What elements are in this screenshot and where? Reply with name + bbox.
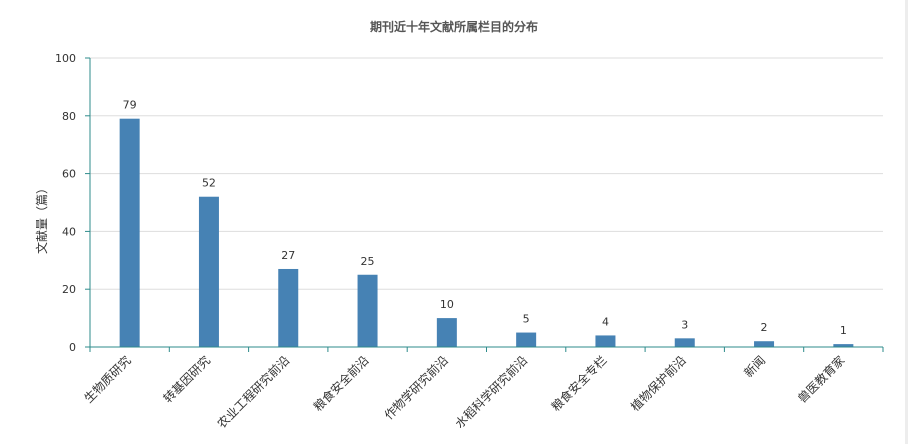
bar [516, 332, 537, 347]
y-tick-label: 0 [69, 341, 76, 354]
x-tick-label: 作物学研究前沿 [381, 353, 451, 423]
data-label: 4 [602, 315, 609, 328]
x-tick-label: 粮食安全专栏 [548, 353, 610, 415]
y-tick-label: 20 [62, 283, 76, 296]
bar [278, 268, 299, 347]
data-label: 3 [681, 318, 688, 331]
y-tick-label: 80 [62, 110, 76, 123]
x-tick-label: 新闻 [741, 353, 769, 381]
bars [119, 118, 854, 347]
labels: 02040608010079生物质研究52转基因研究27农业工程研究前沿25粮食… [55, 52, 847, 431]
bar [119, 118, 140, 347]
data-label: 25 [361, 255, 375, 268]
x-tick-label: 兽医教育家 [794, 353, 847, 406]
bar [595, 335, 616, 347]
bar [674, 338, 695, 347]
data-label: 79 [123, 99, 137, 112]
bar [198, 196, 219, 347]
axes [85, 57, 884, 352]
data-label: 10 [440, 298, 454, 311]
y-tick-label: 40 [62, 225, 76, 238]
bar [357, 274, 378, 347]
x-tick-label: 粮食安全前沿 [310, 353, 372, 415]
y-tick-label: 60 [62, 168, 76, 181]
x-tick-label: 转基因研究 [160, 353, 213, 406]
bar [436, 318, 457, 347]
data-label: 27 [281, 249, 295, 262]
x-tick-label: 植物保护前沿 [627, 353, 689, 415]
data-label: 1 [840, 324, 847, 337]
page-edge [905, 0, 908, 444]
x-tick-label: 生物质研究 [81, 353, 134, 406]
data-label: 52 [202, 177, 216, 190]
y-axis-label: 文献量（篇） [34, 182, 49, 254]
x-tick-label: 水稻科学研究前沿 [452, 353, 530, 431]
data-label: 5 [523, 313, 530, 326]
y-tick-label: 100 [55, 52, 76, 65]
gridlines [90, 57, 883, 290]
bar [754, 341, 775, 347]
bar [833, 344, 854, 347]
chart-title: 期刊近十年文献所属栏目的分布 [370, 19, 538, 34]
x-tick-label: 农业工程研究前沿 [214, 353, 292, 431]
data-label: 2 [761, 321, 768, 334]
